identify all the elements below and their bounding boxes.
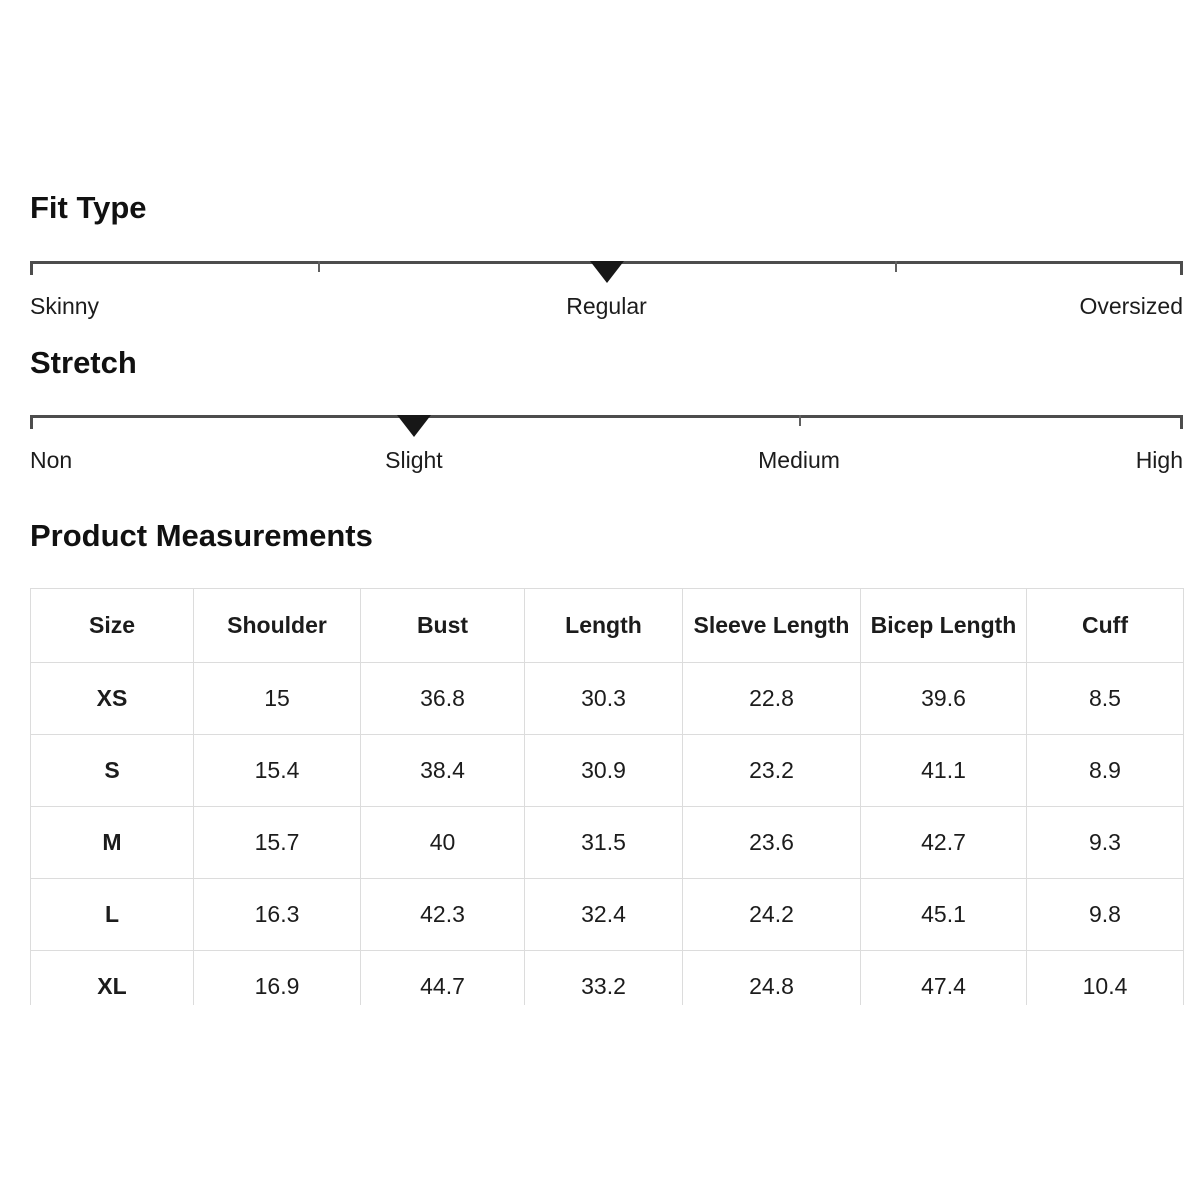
cell-sleeve-length: 24.2: [682, 878, 861, 951]
cell-shoulder: 16.9: [193, 950, 361, 1005]
col-header-sleeve-length: Sleeve Length: [682, 588, 861, 663]
measurements-title: Product Measurements: [30, 518, 373, 553]
fit-type-marker-icon: [589, 261, 624, 283]
cell-cuff: 8.5: [1026, 662, 1184, 735]
stretch-labels: Non Slight Medium High: [30, 447, 1183, 475]
fit-type-title: Fit Type: [30, 190, 147, 225]
cell-bicep-length: 42.7: [860, 806, 1027, 879]
cell-size: M: [30, 806, 194, 879]
cell-size: XS: [30, 662, 194, 735]
stretch-label-slight: Slight: [385, 447, 443, 473]
fit-type-label-regular: Regular: [566, 293, 647, 319]
cell-cuff: 10.4: [1026, 950, 1184, 1005]
measurements-table: Size Shoulder Bust Length Sleeve Length …: [30, 588, 1184, 1005]
table-row: S 15.4 38.4 30.9 23.2 41.1 8.9: [30, 734, 1184, 807]
stretch-scale: [30, 415, 1183, 437]
cell-sleeve-length: 22.8: [682, 662, 861, 735]
cell-bust: 44.7: [360, 950, 525, 1005]
table-row: XS 15 36.8 30.3 22.8 39.6 8.5: [30, 662, 1184, 735]
fit-type-tick-75: [894, 261, 897, 272]
stretch-label-medium: Medium: [758, 447, 840, 473]
cell-length: 30.3: [524, 662, 683, 735]
stretch-marker-icon: [396, 415, 431, 437]
cell-bust: 38.4: [360, 734, 525, 807]
col-header-bust: Bust: [360, 588, 525, 663]
measurements-table-wrap: Size Shoulder Bust Length Sleeve Length …: [30, 588, 1184, 1005]
cell-size: L: [30, 878, 194, 951]
cell-shoulder: 15.4: [193, 734, 361, 807]
cell-cuff: 9.3: [1026, 806, 1184, 879]
stretch-tick-66: [799, 415, 802, 426]
table-row: L 16.3 42.3 32.4 24.2 45.1 9.8: [30, 878, 1184, 951]
fit-type-tick-end: [1180, 261, 1183, 275]
fit-type-tick-start: [30, 261, 33, 275]
cell-sleeve-length: 23.6: [682, 806, 861, 879]
cell-sleeve-length: 24.8: [682, 950, 861, 1005]
fit-type-label-oversized: Oversized: [1079, 293, 1183, 319]
cell-bicep-length: 47.4: [860, 950, 1027, 1005]
stretch-title: Stretch: [30, 345, 137, 380]
table-header-row: Size Shoulder Bust Length Sleeve Length …: [30, 588, 1184, 663]
cell-bust: 40: [360, 806, 525, 879]
cell-bust: 42.3: [360, 878, 525, 951]
cell-size: XL: [30, 950, 194, 1005]
fit-type-labels: Skinny Regular Oversized: [30, 293, 1183, 321]
table-row: XL 16.9 44.7 33.2 24.8 47.4 10.4: [30, 950, 1184, 1005]
cell-bicep-length: 39.6: [860, 662, 1027, 735]
col-header-length: Length: [524, 588, 683, 663]
cell-shoulder: 15.7: [193, 806, 361, 879]
fit-type-label-skinny: Skinny: [30, 293, 100, 319]
fit-type-tick-25: [318, 261, 321, 272]
cell-bicep-length: 45.1: [860, 878, 1027, 951]
cell-bust: 36.8: [360, 662, 525, 735]
col-header-bicep-length: Bicep Length: [860, 588, 1027, 663]
table-row: M 15.7 40 31.5 23.6 42.7 9.3: [30, 806, 1184, 879]
cell-sleeve-length: 23.2: [682, 734, 861, 807]
fit-type-scale: [30, 261, 1183, 283]
cell-cuff: 8.9: [1026, 734, 1184, 807]
cell-cuff: 9.8: [1026, 878, 1184, 951]
stretch-label-high: High: [1135, 447, 1183, 473]
cell-length: 33.2: [524, 950, 683, 1005]
cell-size: S: [30, 734, 194, 807]
cell-shoulder: 16.3: [193, 878, 361, 951]
stretch-tick-start: [30, 415, 33, 429]
cell-length: 32.4: [524, 878, 683, 951]
cell-shoulder: 15: [193, 662, 361, 735]
col-header-cuff: Cuff: [1026, 588, 1184, 663]
cell-length: 31.5: [524, 806, 683, 879]
col-header-shoulder: Shoulder: [193, 588, 361, 663]
stretch-label-non: Non: [30, 447, 73, 473]
cell-bicep-length: 41.1: [860, 734, 1027, 807]
col-header-size: Size: [30, 588, 194, 663]
cell-length: 30.9: [524, 734, 683, 807]
stretch-tick-end: [1180, 415, 1183, 429]
